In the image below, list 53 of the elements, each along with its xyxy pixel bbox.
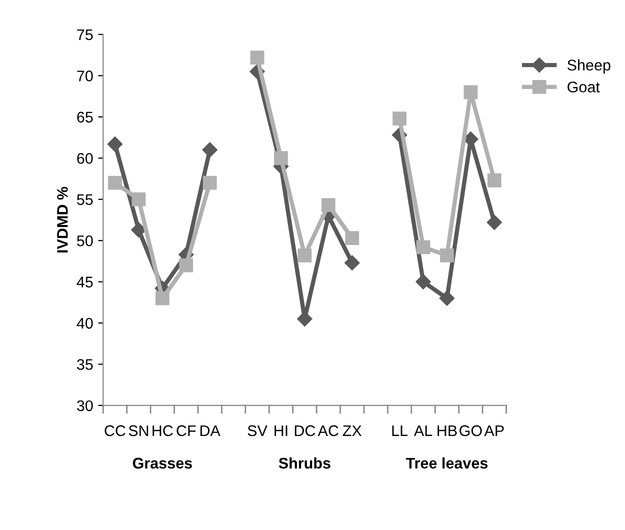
y-axis-title: IVDMD % — [57, 186, 68, 252]
text: Tree leaves — [406, 457, 488, 469]
y-tick-label: 35 — [76, 359, 93, 370]
x-tick-label: DA — [200, 425, 220, 436]
y-tick-label: 55 — [77, 194, 93, 206]
legend-label: Sheep — [568, 59, 610, 74]
y-tick-label: 45 — [76, 276, 93, 288]
point — [202, 142, 218, 158]
y-tick-label: 75 — [77, 29, 93, 40]
y-tick-label: 65 — [77, 112, 93, 123]
point — [416, 274, 431, 290]
point — [202, 176, 217, 190]
point — [250, 50, 264, 64]
x-tick-label: AC — [318, 425, 338, 436]
point — [416, 240, 430, 254]
point — [486, 214, 502, 230]
y-tick-label: 70 — [77, 70, 93, 82]
point — [155, 291, 170, 306]
x-tick-label: CC — [104, 425, 126, 436]
point — [298, 248, 312, 262]
point — [108, 176, 122, 190]
point — [392, 112, 406, 126]
legend-label: Goat — [568, 82, 600, 92]
x-tick-label: HB — [438, 425, 457, 436]
x-tick-label: GO — [460, 425, 482, 436]
point — [274, 151, 288, 166]
x-tick-label: HI — [274, 425, 288, 436]
point — [344, 255, 360, 270]
y-tick-label: 40 — [76, 318, 93, 329]
x-tick-label: SN — [128, 425, 148, 436]
y-tick-label: 50 — [77, 235, 93, 246]
text: Shrubs — [278, 457, 330, 469]
point — [487, 173, 502, 188]
x-tick-label: AL — [414, 425, 432, 436]
y-tick-label: 30 — [76, 400, 93, 412]
x-tick-label: DC — [294, 425, 316, 436]
point — [439, 290, 455, 306]
point — [131, 222, 146, 238]
x-tick-label: ZX — [342, 425, 362, 436]
point — [132, 192, 146, 206]
point — [345, 231, 360, 246]
point — [440, 248, 454, 262]
x-tick-label: SV — [248, 425, 268, 436]
point — [107, 136, 123, 152]
x-tick-label: CF — [176, 425, 196, 436]
point — [321, 198, 336, 212]
point — [179, 258, 194, 272]
x-tick-label: LL — [392, 425, 408, 436]
y-tick-label: 60 — [77, 152, 93, 164]
point — [464, 85, 478, 100]
text: Grasses — [132, 458, 192, 469]
x-tick-label: HC — [152, 425, 173, 436]
x-tick-label: AP — [484, 425, 504, 436]
